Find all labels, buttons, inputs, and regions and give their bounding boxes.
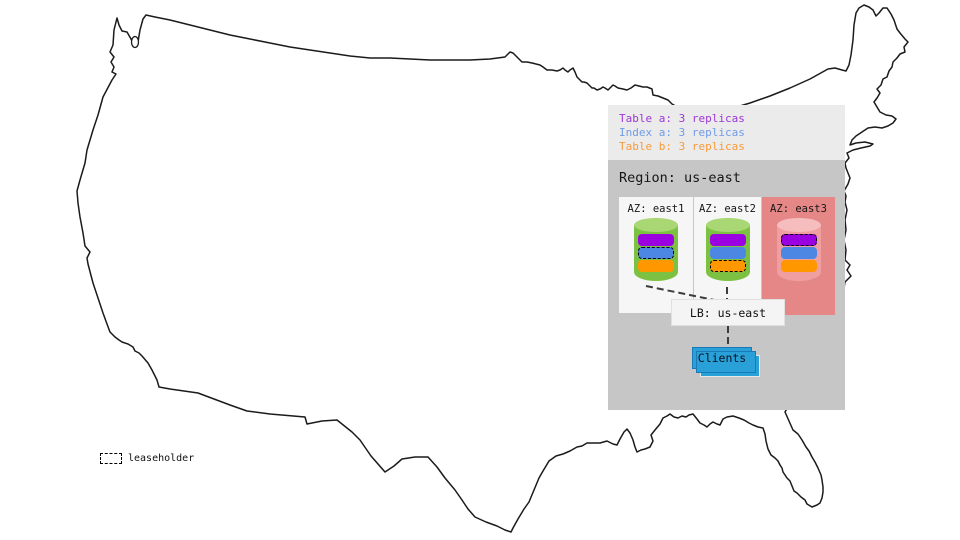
legend-table-a: Table a: 3 replicas <box>619 112 745 125</box>
leaseholder-legend: leaseholder <box>100 453 194 464</box>
legend-table-b: Table b: 3 replicas <box>619 140 745 153</box>
replica-table-a-leaseholder <box>780 234 817 246</box>
leaseholder-swatch <box>100 453 122 464</box>
clients-box: Clients <box>692 347 760 377</box>
legend-index-a: Index a: 3 replicas <box>619 126 745 139</box>
replica-index-a <box>709 247 746 259</box>
az-east3-box-highlighted: AZ: east3 <box>762 197 835 315</box>
replica-index-a-leaseholder <box>638 247 674 259</box>
database-cylinder-east1 <box>634 218 678 281</box>
replica-legend-panel: Table a: 3 replicas Index a: 3 replicas … <box>608 105 845 160</box>
replica-table-b <box>638 260 674 272</box>
puget-sound-detail <box>130 35 140 49</box>
leaseholder-label: leaseholder <box>128 453 195 464</box>
replica-index-a <box>780 247 817 259</box>
load-balancer-box: LB: us-east <box>671 299 785 326</box>
az-east2-label: AZ: east2 <box>699 203 756 215</box>
region-panel: Region: us-east AZ: east1 AZ: east2 AZ: … <box>608 160 845 410</box>
replica-table-a <box>709 234 746 246</box>
clients-label: Clients <box>697 351 747 365</box>
region-title: Region: us-east <box>619 170 741 186</box>
az-east1-box: AZ: east1 <box>619 197 693 313</box>
load-balancer-label: LB: us-east <box>689 305 767 320</box>
replica-table-b-leaseholder <box>709 260 746 272</box>
database-cylinder-east2 <box>705 218 750 281</box>
az-east1-label: AZ: east1 <box>627 203 685 215</box>
az-east2-box: AZ: east2 <box>694 197 761 313</box>
replica-table-a <box>638 234 674 246</box>
az-east3-label: AZ: east3 <box>770 203 827 215</box>
replica-table-b <box>780 260 817 272</box>
database-cylinder-east3 <box>776 218 821 281</box>
